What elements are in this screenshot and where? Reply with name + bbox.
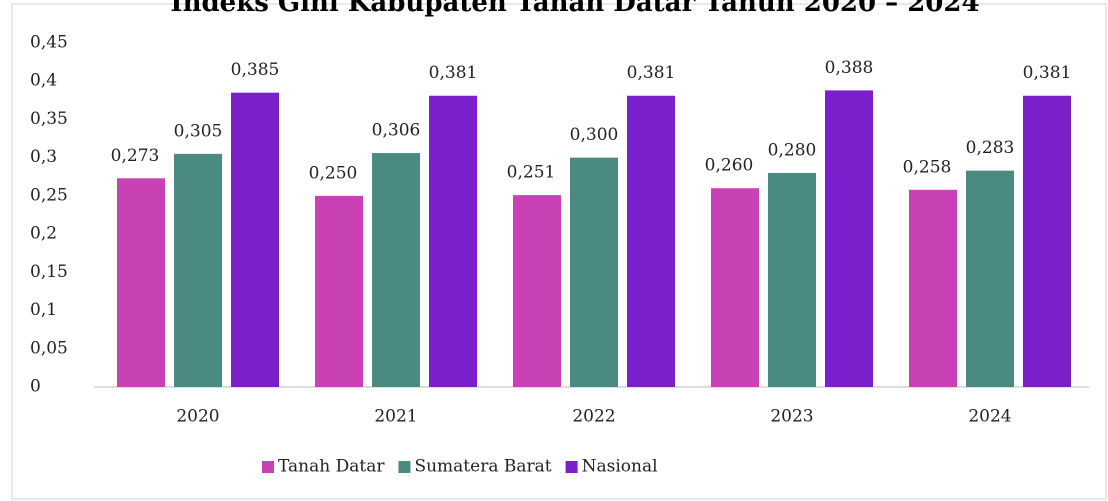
- bar: [174, 153, 222, 387]
- value-label: 0,388: [825, 58, 874, 78]
- x-tick-label: 2021: [374, 407, 417, 427]
- value-label: 0,381: [429, 63, 478, 83]
- legend-swatch: [398, 461, 411, 473]
- bar: [966, 170, 1014, 387]
- bar: [231, 92, 279, 387]
- x-tick-label: 2020: [176, 407, 219, 427]
- chart-title: Indeks Gini Kabupaten Tanah Datar Tahun …: [170, 0, 979, 18]
- x-tick-label: 2022: [572, 407, 615, 427]
- value-label: 0,300: [570, 125, 619, 145]
- bar: [627, 95, 675, 387]
- legend-swatch: [262, 461, 274, 473]
- y-tick-label: 0,45: [30, 33, 68, 53]
- legend-label: Tanah Datar: [278, 457, 385, 477]
- value-label: 0,260: [705, 156, 754, 176]
- legend-label: Nasional: [582, 457, 658, 477]
- bar: [711, 188, 759, 387]
- legend-label: Sumatera Barat: [414, 457, 551, 477]
- bar: [315, 195, 363, 387]
- value-label: 0,251: [507, 163, 556, 183]
- bar: [570, 157, 618, 387]
- y-tick-label: 0,35: [30, 109, 68, 129]
- x-tick-label: 2024: [968, 407, 1011, 427]
- value-label: 0,283: [966, 138, 1015, 158]
- y-tick-label: 0,2: [30, 224, 57, 244]
- bar: [513, 195, 561, 387]
- x-tick-label: 2023: [770, 407, 813, 427]
- y-tick-label: 0,05: [30, 338, 68, 358]
- y-tick-label: 0,25: [30, 185, 68, 205]
- y-tick-label: 0,4: [30, 71, 57, 91]
- value-label: 0,306: [372, 121, 421, 141]
- bar: [117, 178, 165, 387]
- bar: [768, 172, 816, 387]
- legend-swatch: [565, 461, 578, 473]
- bar: [1023, 95, 1071, 387]
- value-label: 0,273: [111, 146, 160, 166]
- value-label: 0,305: [174, 121, 223, 141]
- bar: [429, 95, 477, 387]
- bar: [372, 153, 420, 387]
- value-label: 0,258: [903, 157, 952, 177]
- y-tick-label: 0,1: [30, 300, 57, 320]
- bar: [825, 90, 873, 387]
- y-tick-label: 0,3: [30, 147, 57, 167]
- value-label: 0,385: [231, 60, 280, 80]
- y-tick-label: 0: [30, 377, 41, 397]
- value-label: 0,381: [1023, 63, 1072, 83]
- value-label: 0,381: [627, 63, 676, 83]
- value-label: 0,250: [309, 163, 358, 183]
- y-tick-label: 0,15: [30, 262, 68, 282]
- value-label: 0,280: [768, 140, 817, 160]
- bar: [909, 189, 957, 387]
